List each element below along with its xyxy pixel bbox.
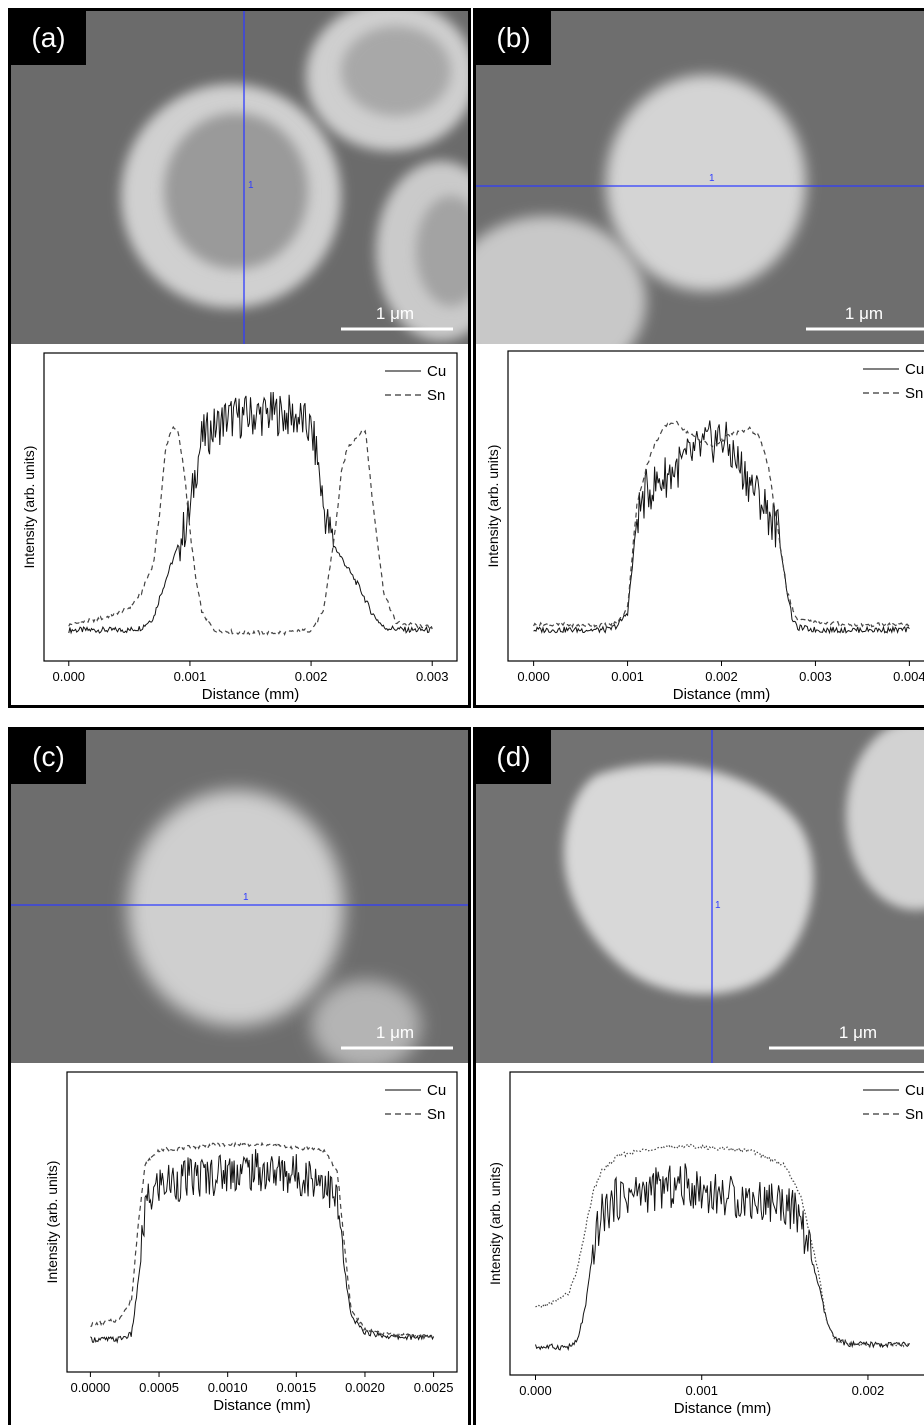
particle [563, 764, 814, 995]
x-tick-label: 0.002 [295, 669, 328, 684]
legend-label-cu: Cu [905, 361, 924, 378]
line-profile-chart-b: 0.000 0.001 0.002 0.003 0.004 Distance (mm) In… [485, 350, 924, 703]
legend-label-cu: Cu [427, 363, 446, 380]
particle-neighbor [846, 730, 924, 910]
legend-label-cu: Cu [905, 1082, 924, 1099]
micrograph-b: 1 1 μm [476, 11, 924, 344]
x-axis-label: Distance (mm) [673, 686, 771, 703]
y-axis-label: Intensity (arb. units) [487, 1162, 503, 1285]
line-profile-chart-d: 0.000 0.001 0.002 Distance (mm) Intensity (a… [487, 1071, 924, 1417]
x-tick-label: 0.0025 [414, 1380, 454, 1395]
particle-neighbor [476, 216, 646, 344]
x-tick-label: 0.003 [416, 669, 449, 684]
plot-frame [507, 350, 924, 662]
particle-neighbor-core [341, 26, 451, 116]
panel-label: (b) [476, 11, 551, 65]
x-tick-label: 0.002 [705, 669, 738, 684]
particle [606, 75, 806, 291]
scale-bar-label: 1 μm [376, 1023, 414, 1042]
x-tick-label: 0.002 [852, 1383, 885, 1398]
micrograph-c: 1 1 μm [11, 730, 468, 1063]
legend-label-sn: Sn [905, 385, 923, 402]
y-axis-label: Intensity (arb. units) [485, 445, 501, 568]
particle [128, 790, 344, 1026]
x-tick-label: 0.004 [893, 669, 924, 684]
x-tick-label: 0.001 [611, 669, 644, 684]
legend-label-sn: Sn [427, 387, 445, 404]
series-line-cu [90, 1149, 435, 1344]
panel-label: (d) [476, 730, 551, 784]
legend-label-sn: Sn [427, 1106, 445, 1123]
x-tick-label: 0.001 [685, 1383, 718, 1398]
legend-label-cu: Cu [427, 1082, 446, 1099]
x-tick-label: 0.001 [174, 669, 207, 684]
x-tick-label: 0.0010 [208, 1380, 248, 1395]
x-tick-label: 0.0000 [71, 1380, 111, 1395]
scan-marker: 1 [715, 900, 721, 911]
particle-core [164, 113, 308, 269]
x-tick-label: 0.0005 [139, 1380, 179, 1395]
figure-panel-b: 1 1 μm (b) 0.000 0.001 0.002 0.003 0.004 Dist… [473, 8, 924, 708]
particle-neighbor-core [416, 196, 468, 306]
scan-marker: 1 [243, 892, 249, 903]
scale-bar-label: 1 μm [376, 304, 414, 323]
panel-label: (c) [11, 730, 86, 784]
x-axis-label: Distance (mm) [213, 1397, 311, 1414]
figure-panel-c: 1 1 μm (c) 0.0000 0.0005 0.0010 0.0015 0.002… [8, 727, 471, 1425]
micrograph-d: 1 1 μm [476, 730, 924, 1063]
x-axis-label: Distance (mm) [674, 1400, 772, 1417]
scale-bar-label: 1 μm [839, 1023, 877, 1042]
line-profile-chart-c: 0.0000 0.0005 0.0010 0.0015 0.0020 0.0025 Dist… [44, 1071, 458, 1414]
x-tick-label: 0.000 [517, 669, 550, 684]
scan-marker: 1 [709, 173, 715, 184]
micrograph-a: 1 1 μm [11, 11, 468, 344]
line-profile-chart-a: 0.000 0.001 0.002 0.003 Distance (mm) Intensi… [21, 352, 458, 703]
series-line-sn [68, 425, 433, 636]
particle-neighbor [311, 980, 421, 1063]
legend-label-sn: Sn [905, 1106, 923, 1123]
y-axis-label: Intensity (arb. units) [44, 1161, 60, 1284]
series-line-sn [90, 1141, 435, 1341]
y-axis-label: Intensity (arb. units) [21, 446, 37, 569]
figure-panel-a: 1 1 μm (a) 0.000 0.001 0.002 0.003 Distance … [8, 8, 471, 708]
series-line-cu [68, 391, 433, 635]
x-tick-label: 0.000 [519, 1383, 552, 1398]
x-tick-label: 0.000 [53, 669, 86, 684]
figure-panel-d: 1 1 μm (d) 0.000 0.001 0.002 Distance (mm) I… [473, 727, 924, 1425]
x-tick-label: 0.0020 [345, 1380, 385, 1395]
x-tick-label: 0.0015 [276, 1380, 316, 1395]
panel-label: (a) [11, 11, 86, 65]
series-line-sn [533, 420, 910, 629]
x-axis-label: Distance (mm) [202, 686, 300, 703]
plot-frame [509, 1071, 924, 1376]
scan-marker: 1 [248, 180, 254, 191]
series-line-cu [533, 420, 910, 635]
x-tick-label: 0.003 [799, 669, 832, 684]
scale-bar-label: 1 μm [845, 304, 883, 323]
plot-frame [66, 1071, 458, 1373]
series-line-sn [535, 1143, 910, 1348]
